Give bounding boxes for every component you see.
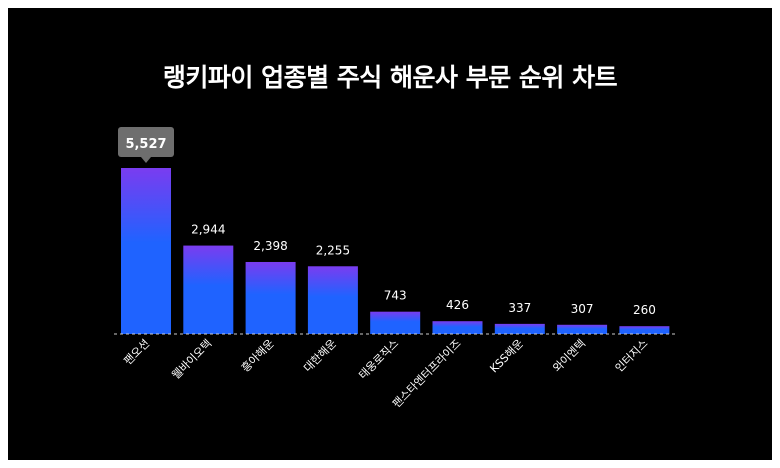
category-label-1: 웰바이오텍: [169, 337, 214, 382]
bar-chart: 5,527 팬오션 2,944 웰바이오텍 2,398 흥아해운 2,255 대한해운 743 태…: [114, 127, 675, 411]
value-callout: [118, 127, 174, 157]
bar-7: [557, 324, 608, 334]
category-label-2: 흥아해운: [238, 336, 277, 375]
category-label-3: 대한해운: [300, 336, 339, 375]
bar-2: [245, 261, 296, 334]
value-label-1: 2,944: [191, 223, 225, 237]
bar-0: [121, 168, 171, 334]
value-label-7: 307: [571, 302, 594, 316]
category-label-6: KSS해운: [487, 336, 526, 375]
value-label-4: 743: [384, 289, 407, 303]
value-label-2: 2,398: [253, 239, 287, 253]
value-label-6: 337: [508, 301, 531, 315]
value-label-5: 426: [446, 298, 469, 312]
category-label-4: 태웅로직스: [356, 337, 401, 382]
value-label-3: 2,255: [316, 243, 350, 257]
category-label-7: 와이엔텍: [550, 337, 588, 375]
category-label-5: 팬스타엔터프라이즈: [390, 337, 464, 411]
bar-6: [494, 323, 545, 334]
chart-title: 랭키파이 업종별 주식 해운사 부문 순위 차트: [162, 63, 618, 92]
category-label-8: 인터지스: [613, 337, 651, 375]
bar-3: [307, 266, 358, 334]
bar-1: [183, 245, 234, 334]
value-label-0: 5,527: [125, 137, 166, 152]
chart-frame: 랭키파이 업종별 주식 해운사 부문 순위 차트 5,527 팬오션 2,944 웰바…: [8, 8, 772, 460]
bar-5: [432, 321, 483, 334]
bar-4: [370, 311, 421, 334]
bar-8: [619, 326, 670, 334]
value-callout-pointer: [141, 157, 151, 163]
value-label-8: 260: [633, 303, 656, 317]
category-label-0: 팬오션: [121, 337, 152, 368]
